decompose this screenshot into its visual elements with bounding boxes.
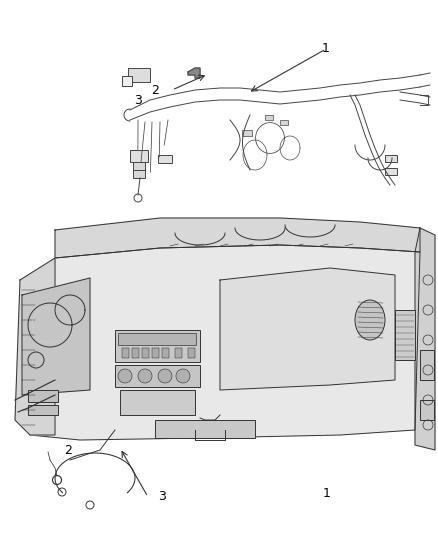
Bar — [385, 155, 397, 162]
Bar — [188, 348, 195, 358]
Bar — [115, 365, 200, 387]
Bar — [130, 150, 148, 162]
Bar — [142, 348, 149, 358]
Bar — [115, 330, 200, 362]
Ellipse shape — [355, 300, 385, 340]
Circle shape — [176, 369, 190, 383]
Circle shape — [138, 369, 152, 383]
Text: 3: 3 — [134, 94, 142, 107]
Bar — [132, 348, 139, 358]
Polygon shape — [220, 268, 395, 390]
Bar — [385, 168, 397, 175]
Bar — [122, 76, 132, 86]
Bar — [420, 350, 434, 380]
Polygon shape — [55, 218, 420, 258]
Bar — [118, 333, 196, 345]
Polygon shape — [15, 258, 55, 435]
Bar — [158, 155, 172, 163]
Polygon shape — [415, 228, 435, 450]
Circle shape — [118, 369, 132, 383]
Bar — [175, 348, 182, 358]
Polygon shape — [22, 278, 90, 395]
Polygon shape — [30, 245, 420, 440]
Bar — [152, 348, 159, 358]
Text: 2: 2 — [64, 444, 72, 457]
Bar — [28, 390, 58, 402]
Bar — [122, 348, 129, 358]
Bar — [128, 68, 150, 82]
Text: 1: 1 — [322, 487, 330, 499]
Bar — [133, 170, 145, 178]
Bar — [162, 348, 169, 358]
Bar — [280, 120, 288, 125]
Bar — [395, 310, 415, 360]
Bar — [420, 400, 434, 420]
Bar — [120, 390, 195, 415]
Bar — [133, 162, 145, 170]
Bar — [155, 420, 255, 438]
Circle shape — [158, 369, 172, 383]
Bar — [265, 115, 273, 120]
Polygon shape — [188, 68, 200, 78]
Bar — [242, 130, 252, 136]
Text: 3: 3 — [158, 490, 166, 504]
Bar — [28, 405, 58, 415]
Text: 1: 1 — [322, 43, 330, 55]
Text: 2: 2 — [151, 84, 159, 96]
